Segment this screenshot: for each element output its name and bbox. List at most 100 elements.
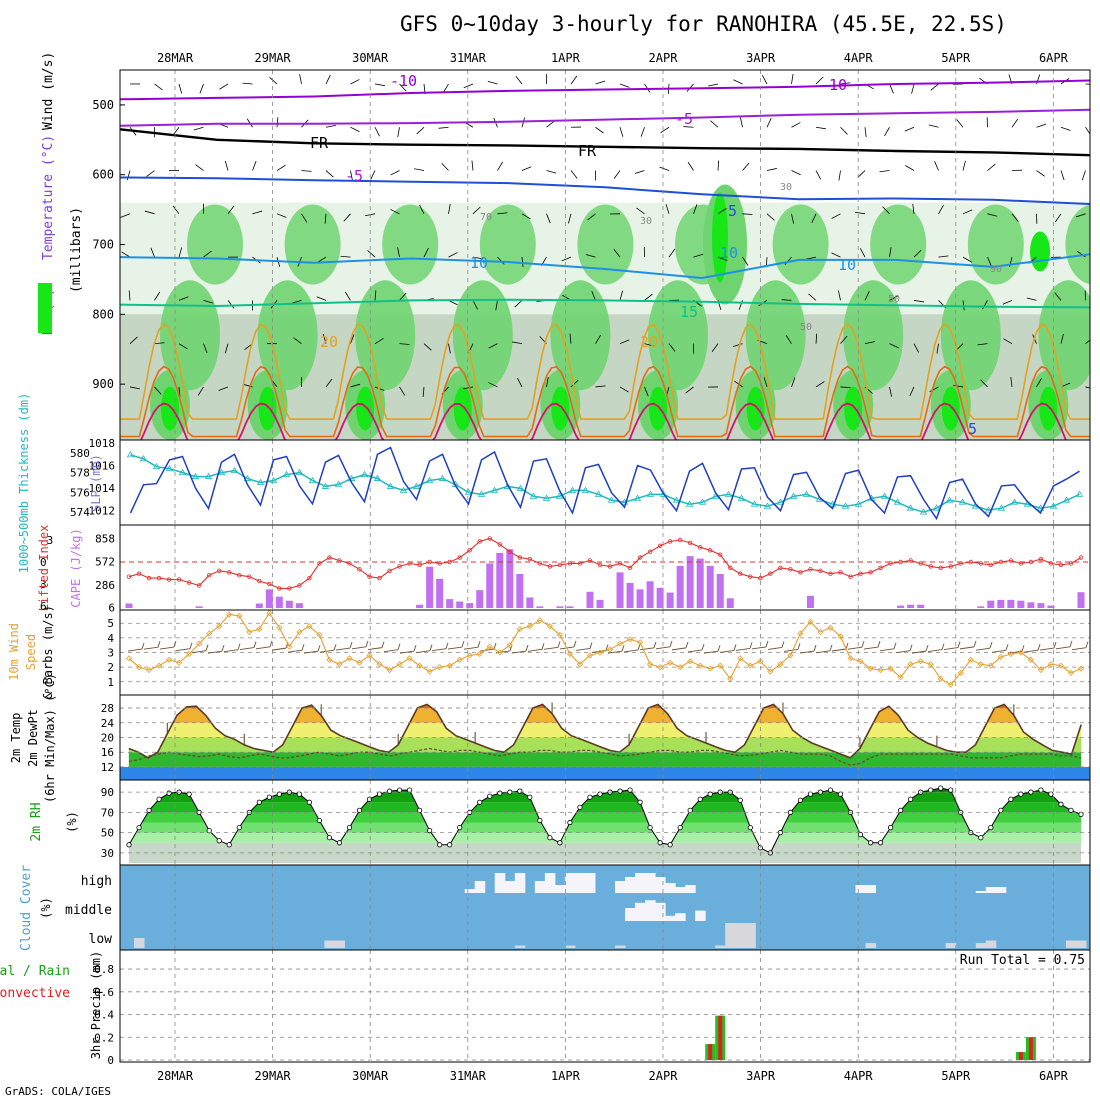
wind-barb-flag	[541, 643, 545, 650]
cloud-cell-low	[1075, 940, 1087, 948]
y-tick-label: 0	[107, 1054, 114, 1067]
cloud-cell-high	[544, 873, 556, 893]
thickness-point	[1036, 504, 1045, 511]
wind-barb	[178, 296, 189, 301]
right-tick-label: 1012	[89, 505, 116, 518]
wind-barb	[808, 293, 817, 301]
wind-barb-10m	[367, 647, 383, 651]
lifted-index-point	[377, 575, 382, 581]
lifted-index-point	[186, 580, 192, 585]
wind-barb-10m	[479, 648, 495, 652]
wind-barb	[325, 124, 336, 128]
wind-barb-flag	[349, 641, 353, 649]
bottom-date-label: 28MAR	[157, 1069, 194, 1083]
thickness-point	[490, 486, 499, 493]
wind-barb-10m	[863, 646, 879, 650]
cape-bar	[806, 595, 814, 608]
wind-speed-point	[907, 661, 914, 668]
wind-speed-point	[867, 665, 874, 672]
wind-barb	[587, 213, 596, 221]
rh-point	[657, 840, 663, 846]
right-tick-label: 1014	[89, 482, 116, 495]
lifted-index-point	[938, 565, 943, 571]
wind-speed-point	[947, 681, 954, 688]
rh-point	[507, 789, 513, 795]
wind-speed-point	[346, 655, 353, 662]
lifted-index-point	[718, 552, 723, 557]
wind-speed-point	[1017, 649, 1024, 656]
wind-speed-point	[125, 655, 133, 662]
cloud-row-label: middle	[65, 903, 112, 918]
cape-bar	[1077, 592, 1085, 608]
lifted-index-point	[748, 574, 753, 579]
lifted-index-point	[357, 567, 362, 572]
cloud-cell-middle	[635, 902, 646, 921]
lifted-index-point	[848, 574, 853, 579]
wind-barb	[785, 335, 792, 344]
thickness-point	[204, 472, 213, 479]
wind-barb	[934, 161, 939, 171]
top-date-label: 30MAR	[352, 51, 389, 65]
top-date-label: 2APR	[649, 51, 679, 65]
rh-bright-area	[258, 386, 277, 431]
wind-barb	[859, 248, 866, 258]
wind-barb	[1060, 382, 1071, 388]
lifted-index-point	[1068, 561, 1074, 566]
cape-bar	[195, 606, 203, 608]
wind-barb-flag	[221, 644, 225, 652]
contour-label: -10	[820, 76, 847, 94]
contour-label: 30	[780, 182, 792, 193]
cape-bar	[917, 604, 925, 608]
wind-barb	[766, 168, 777, 171]
wind-barb	[521, 213, 531, 220]
cloud-cell-high	[514, 873, 526, 893]
wind-speed-point	[135, 664, 143, 671]
thickness-point	[243, 474, 252, 481]
wind-speed-point	[977, 661, 984, 668]
rh-point	[316, 817, 323, 824]
rh-bright-area	[941, 386, 960, 431]
temp-band	[128, 752, 1082, 767]
thickness-point	[750, 500, 759, 507]
wind-barb	[546, 213, 551, 224]
rh-band	[129, 812, 1081, 823]
wind-barb	[1081, 170, 1086, 181]
cape-bar	[726, 598, 734, 608]
cloud-cell-low	[334, 940, 345, 948]
lifted-index-point	[667, 539, 673, 544]
rh-band	[129, 788, 1081, 793]
panel-frame	[119, 439, 1091, 526]
wind-barb	[416, 126, 425, 135]
thickness-point	[659, 490, 668, 497]
thickness-point	[685, 500, 694, 507]
wind-barb-10m	[1055, 646, 1071, 650]
right-tick-label: 1018	[89, 437, 116, 450]
wind-barb	[397, 247, 400, 258]
cloud-cell-high	[985, 887, 997, 893]
rh-point	[998, 807, 1004, 813]
rh-point	[346, 824, 353, 831]
wind-axis-label: 10m Wind Speed & Barbs (m/s)	[7, 605, 55, 699]
wind-barb-flag	[157, 641, 161, 648]
wind-barb-10m	[735, 647, 751, 651]
cloud-cell-high	[625, 877, 636, 893]
thickness-point	[516, 484, 525, 491]
wind-barb	[178, 247, 183, 258]
wind-barb-10m	[431, 648, 447, 652]
wind-speed-point	[396, 661, 403, 668]
thickness-point	[1075, 490, 1084, 497]
wind-barb	[905, 165, 915, 171]
lifted-index-point	[587, 558, 593, 563]
lifted-index-point	[968, 559, 973, 565]
wind-barb-flag	[925, 644, 929, 652]
y-tick-label: 20	[101, 732, 114, 745]
wind-barb	[619, 339, 630, 345]
thickness-point	[893, 498, 902, 505]
rh-bright-area	[356, 386, 375, 431]
wind-barb-flag	[525, 644, 529, 652]
y-tick-label: 5	[107, 617, 114, 630]
lifted-index-point	[1038, 556, 1044, 562]
thickness-point	[438, 474, 447, 481]
isotherm-line	[120, 79, 1090, 101]
wind-barb	[644, 343, 655, 347]
